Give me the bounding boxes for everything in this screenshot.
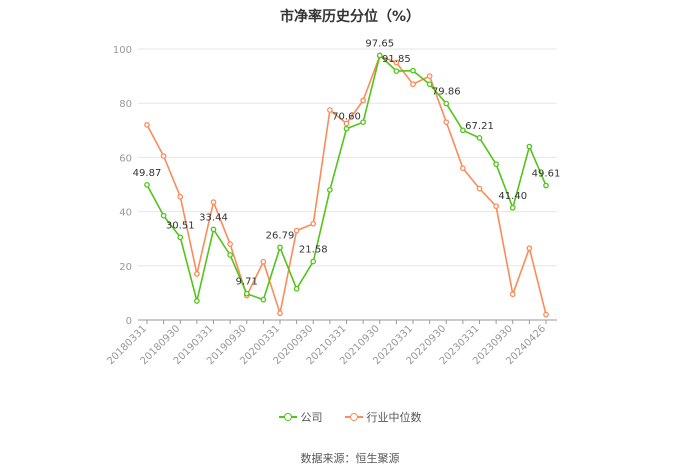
series-0-point-1[interactable] bbox=[160, 212, 167, 219]
series-1-point-22[interactable] bbox=[509, 291, 516, 298]
data-label-24: 49.61 bbox=[532, 169, 561, 180]
data-label-6: 9.71 bbox=[236, 277, 258, 288]
y-tick-label-1: 20 bbox=[119, 262, 132, 273]
series-1 bbox=[144, 52, 549, 318]
series-1-point-4[interactable] bbox=[210, 199, 217, 205]
series-1-point-20[interactable] bbox=[476, 185, 483, 192]
y-tick-label-4: 80 bbox=[119, 99, 132, 110]
series-0-point-15[interactable] bbox=[393, 68, 400, 74]
series-0-point-7[interactable] bbox=[260, 296, 267, 303]
series-0-point-20[interactable] bbox=[476, 135, 483, 141]
series-0-point-17[interactable] bbox=[426, 81, 433, 88]
y-tick-label-0: 0 bbox=[126, 316, 132, 327]
legend-company-label: 公司 bbox=[300, 411, 323, 424]
data-label-20: 67.21 bbox=[465, 121, 494, 132]
series-1-point-16[interactable] bbox=[410, 81, 416, 88]
series-0-point-2[interactable] bbox=[177, 234, 184, 241]
legend-company-swatch-icon bbox=[278, 412, 297, 422]
series-1-point-23[interactable] bbox=[526, 245, 533, 252]
series-1-point-13[interactable] bbox=[360, 97, 366, 104]
series-0-point-10[interactable] bbox=[310, 258, 317, 265]
series-0-point-11[interactable] bbox=[327, 187, 333, 193]
series-0-point-23[interactable] bbox=[526, 143, 533, 150]
data-labels: 49.87 30.51 33.44 9.71 26.79 21.58 70.60 97.65 9… bbox=[133, 38, 561, 287]
series-1-point-1[interactable] bbox=[160, 153, 167, 159]
series-0-point-24[interactable] bbox=[543, 182, 549, 189]
y-tick-label-2: 40 bbox=[119, 208, 132, 219]
series-0-point-13[interactable] bbox=[360, 119, 366, 126]
series-1-point-10[interactable] bbox=[310, 220, 317, 227]
series-1-point-0[interactable] bbox=[144, 122, 150, 128]
series-0-point-18[interactable] bbox=[443, 100, 450, 107]
series-0-point-9[interactable] bbox=[293, 285, 300, 292]
series-1-line bbox=[146, 54, 547, 315]
series-1-point-19[interactable] bbox=[460, 165, 466, 172]
series-0-point-5[interactable] bbox=[227, 252, 233, 258]
series-1-point-2[interactable] bbox=[177, 193, 184, 200]
legend-industry-swatch-icon bbox=[344, 412, 363, 422]
series-0-point-16[interactable] bbox=[410, 67, 416, 74]
series-0-point-4[interactable] bbox=[210, 226, 217, 233]
series-0-point-21[interactable] bbox=[493, 161, 499, 168]
legend-item-company[interactable]: 公司 bbox=[278, 409, 323, 425]
series-1-point-18[interactable] bbox=[443, 119, 450, 126]
data-label-8: 26.79 bbox=[266, 230, 295, 241]
data-label-14: 97.65 bbox=[365, 38, 394, 49]
data-label-12: 70.60 bbox=[332, 112, 361, 123]
series-1-point-21[interactable] bbox=[493, 203, 499, 210]
legend-industry-label: 行业中位数 bbox=[366, 411, 422, 424]
legend: 公司 行业中位数 bbox=[0, 409, 700, 425]
series-1-point-11[interactable] bbox=[327, 107, 333, 113]
data-label-0: 49.87 bbox=[133, 168, 162, 179]
series-1-point-24[interactable] bbox=[543, 311, 549, 318]
series-1-point-12[interactable] bbox=[343, 120, 350, 127]
data-label-2: 30.51 bbox=[166, 220, 195, 231]
series-0-point-6[interactable] bbox=[243, 290, 250, 297]
series-0-line bbox=[146, 54, 547, 302]
series-1-point-15[interactable] bbox=[393, 59, 400, 66]
series-1-point-8[interactable] bbox=[277, 310, 283, 317]
axes: 0204060801002018033120180930201903312019… bbox=[105, 45, 557, 367]
series-1-point-17[interactable] bbox=[426, 73, 433, 79]
series-0-point-0[interactable] bbox=[144, 182, 150, 188]
y-tick-label-3: 60 bbox=[119, 153, 132, 164]
series-1-point-5[interactable] bbox=[227, 241, 233, 247]
legend-item-industry-median[interactable]: 行业中位数 bbox=[344, 409, 422, 425]
series-0-point-19[interactable] bbox=[460, 127, 466, 134]
series-0-point-22[interactable] bbox=[509, 204, 516, 211]
grid-lines bbox=[138, 48, 557, 267]
data-label-22: 41.40 bbox=[498, 191, 527, 202]
data-label-10: 21.58 bbox=[299, 245, 328, 256]
data-label-4: 33.44 bbox=[199, 212, 228, 223]
data-source: 数据来源：恒生聚源 bbox=[300, 452, 400, 465]
chart-title: 市净率历史分位（%） bbox=[279, 9, 421, 25]
series-0-point-3[interactable] bbox=[194, 298, 200, 304]
data-label-15: 91.85 bbox=[382, 54, 411, 65]
series-1-point-3[interactable] bbox=[194, 271, 200, 277]
series-1-point-7[interactable] bbox=[260, 258, 267, 265]
series-1-point-9[interactable] bbox=[293, 227, 300, 234]
y-tick-label-5: 100 bbox=[113, 45, 132, 56]
series-0-point-14[interactable] bbox=[376, 52, 383, 59]
series-0-point-8[interactable] bbox=[277, 244, 283, 251]
series-lines bbox=[144, 52, 549, 318]
series-0 bbox=[144, 52, 549, 304]
data-label-18: 79.86 bbox=[432, 87, 461, 98]
series-0-point-12[interactable] bbox=[343, 125, 350, 132]
